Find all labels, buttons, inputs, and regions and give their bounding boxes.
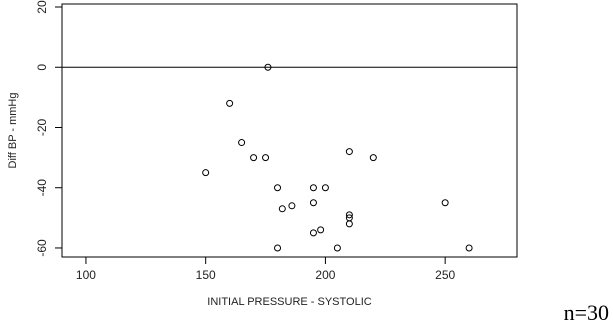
x-tick-label: 250 — [435, 268, 455, 282]
data-point — [465, 244, 473, 252]
data-point — [288, 202, 296, 210]
y-tick-label: -20 — [35, 118, 49, 136]
y-tick-label: -60 — [35, 239, 49, 257]
y-tick-label: -40 — [35, 179, 49, 197]
y-tick-label: 0 — [35, 64, 49, 71]
data-point — [262, 154, 270, 162]
y-axis: -60 -40 -20 0 20 — [35, 0, 62, 257]
data-point — [309, 184, 317, 192]
data-point — [202, 169, 210, 177]
x-tick-label: 200 — [315, 268, 335, 282]
x-axis-title: INITIAL PRESSURE - SYSTOLIC — [207, 296, 371, 308]
x-tick-label: 150 — [196, 268, 216, 282]
x-tick-label: 100 — [76, 268, 96, 282]
data-point — [278, 205, 286, 213]
data-point — [369, 154, 377, 162]
data-point — [333, 244, 341, 252]
data-point — [309, 229, 317, 237]
data-point — [345, 220, 353, 228]
y-axis-title: Diff BP - mmHg — [7, 93, 19, 169]
data-point — [321, 184, 329, 192]
data-point — [238, 139, 246, 147]
x-axis: 100 150 200 250 — [76, 257, 455, 282]
data-point — [250, 154, 258, 162]
data-point — [441, 199, 449, 207]
data-points — [202, 63, 473, 252]
data-point — [345, 211, 353, 219]
sample-size-note: n=30 — [563, 300, 609, 325]
data-point — [345, 148, 353, 156]
data-point — [226, 99, 234, 107]
data-point — [309, 199, 317, 207]
data-point — [317, 226, 325, 234]
plot-frame — [61, 3, 518, 258]
data-point — [274, 244, 282, 252]
y-tick-label: 20 — [35, 0, 49, 14]
data-point — [264, 63, 272, 71]
data-point — [274, 184, 282, 192]
